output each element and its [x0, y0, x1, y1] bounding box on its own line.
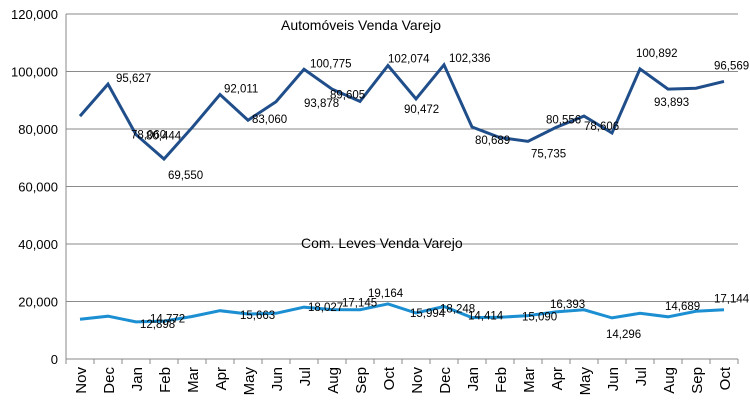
y-tick-label: 20,000	[18, 295, 58, 310]
x-tick-label: Feb	[157, 367, 174, 393]
x-tick-label: Jul	[297, 367, 314, 386]
data-label: 93,893	[654, 97, 689, 109]
x-tick-label: Nov	[409, 367, 426, 394]
data-label: 78,060	[131, 130, 166, 142]
axes	[65, 14, 739, 364]
data-label: 16,393	[550, 299, 585, 311]
y-tick-label: 0	[51, 352, 58, 367]
data-label: 83,060	[252, 114, 287, 126]
series-titles: Automóveis Venda Varejo Com. Leves Venda…	[281, 17, 463, 251]
x-tick-label: Dec	[101, 367, 118, 394]
data-label: 75,735	[531, 148, 566, 160]
data-label: 14,689	[665, 301, 700, 313]
x-tick-label: Oct	[717, 366, 734, 390]
series-title-com-leves: Com. Leves Venda Varejo	[301, 235, 463, 251]
series-line-1	[78, 61, 725, 162]
data-label: 102,074	[388, 54, 430, 66]
data-label: 19,164	[368, 288, 404, 300]
x-tick-label: Dec	[437, 367, 454, 394]
data-label: 95,627	[116, 73, 151, 85]
x-tick-label: May	[241, 367, 258, 396]
y-tick-label: 100,000	[11, 65, 58, 80]
data-label: 89,605	[330, 89, 365, 101]
x-tick-label: Apr	[213, 367, 230, 390]
data-label: 17,145	[342, 298, 377, 310]
data-label: 100,892	[636, 48, 678, 60]
y-tick-label: 80,000	[18, 122, 58, 137]
data-labels: 95,627 78,060 69,550 80,444 92,011 83,060 100,…	[116, 48, 750, 341]
data-label: 96,569	[714, 60, 749, 72]
data-label: 69,550	[168, 170, 203, 182]
data-label: 14,296	[606, 329, 641, 341]
data-label: 15,994	[410, 308, 446, 320]
x-tick-label: Jan	[129, 367, 146, 391]
series-lines	[78, 61, 725, 324]
series-title-automoveis: Automóveis Venda Varejo	[281, 17, 441, 33]
data-label: 92,011	[224, 83, 258, 95]
data-label: 93,878	[304, 98, 339, 110]
data-label: 78,606	[584, 121, 619, 133]
x-tick-label: May	[577, 367, 594, 396]
x-tick-labels: Nov Dec Jan Feb Mar Apr May Jun Jul Aug Sep Oct Nov D…	[73, 366, 734, 395]
x-tick-label: Aug	[661, 367, 678, 394]
x-tick-label: Mar	[521, 367, 538, 393]
data-label: 100,775	[310, 58, 352, 70]
y-tick-labels: 0 20,000 40,000 60,000 80,000 100,000 120,000	[11, 7, 58, 367]
x-tick-label: Jan	[465, 367, 482, 391]
x-tick-label: Jul	[633, 367, 650, 386]
x-tick-label: Jun	[605, 367, 622, 391]
data-label: 90,472	[404, 104, 439, 116]
x-tick-label: Sep	[353, 367, 370, 394]
x-tick-label: Mar	[185, 367, 202, 393]
gridlines	[66, 13, 738, 360]
x-tick-label: Sep	[689, 367, 706, 394]
x-tick-label: Oct	[381, 366, 398, 390]
data-label: 17,144	[714, 294, 750, 306]
x-tick-label: Aug	[325, 367, 342, 394]
data-label: 80,556	[546, 114, 581, 126]
data-label: 15,090	[522, 312, 557, 324]
x-tick-label: Jun	[269, 367, 286, 391]
data-label: 14,772	[150, 314, 185, 326]
x-tick-label: Feb	[493, 367, 510, 393]
y-tick-label: 60,000	[18, 180, 58, 195]
data-label: 15,663	[240, 310, 275, 322]
x-tick-label: Nov	[73, 367, 90, 394]
data-label: 18,248	[440, 304, 475, 316]
data-label: 102,336	[449, 53, 491, 65]
x-tick-label: Apr	[549, 367, 566, 390]
y-tick-label: 40,000	[18, 237, 58, 252]
data-label: 18,027	[308, 302, 343, 314]
series-line-2	[79, 302, 725, 324]
data-label: 80,444	[146, 131, 182, 143]
y-tick-label: 120,000	[11, 7, 58, 22]
data-label: 12,898	[140, 319, 175, 331]
data-label: 80,689	[475, 135, 510, 147]
data-label: 14,414	[468, 311, 504, 323]
